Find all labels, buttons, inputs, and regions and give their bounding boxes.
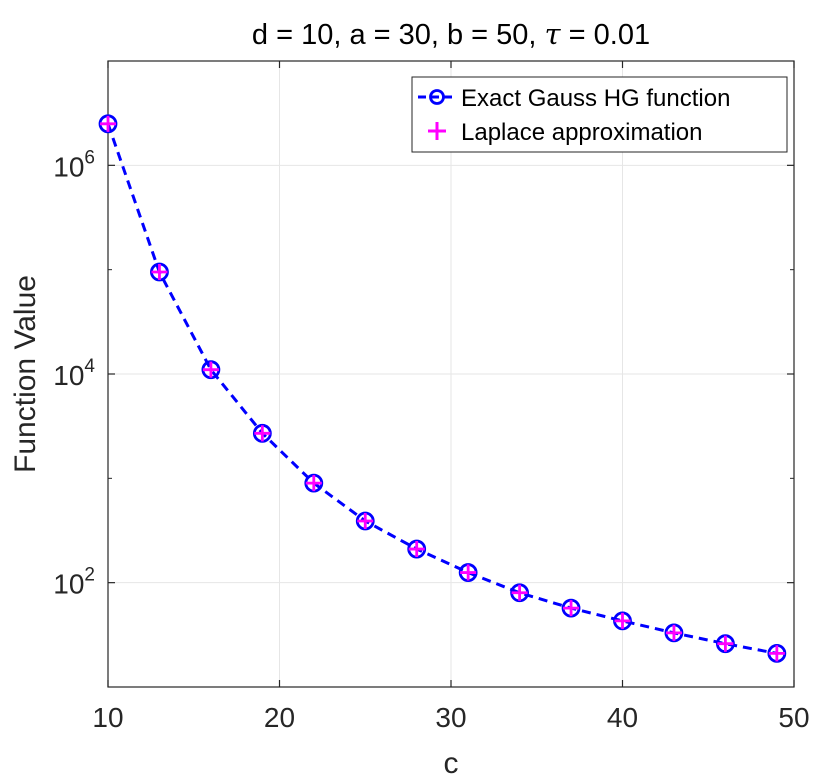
data-point-plus [511,584,528,601]
series [98,114,787,663]
data-point-plus [717,635,734,652]
title-tau-symbol: τ [545,17,562,51]
y-tick-label: 102 [53,565,95,600]
x-axis-label: c [444,747,459,780]
x-tick-label: 30 [435,702,466,733]
data-point-plus [460,564,477,581]
x-tick-label: 10 [92,702,123,733]
x-tick-label: 40 [607,702,638,733]
chart-title: d = 10, a = 30, b = 50, τ = 0.01 [252,17,650,51]
data-point-plus [665,624,682,641]
y-tick-base: 10 [53,360,84,391]
data-point-plus [202,361,219,378]
data-point-plus [408,541,425,558]
data-point-plus [563,600,580,617]
data-point-plus [100,115,116,132]
data-point-plus [357,512,374,529]
y-axis-label: Function Value [9,275,42,473]
y-tick-label: 106 [53,147,95,182]
series-laplace [100,115,785,662]
data-point-plus [151,263,168,280]
title-prefix: d = 10, a = 30, b = 50, [252,19,545,51]
data-point-plus [305,475,322,492]
y-tick-label: 104 [53,356,95,391]
y-tick-exponent: 6 [84,147,95,168]
y-tick-exponent: 2 [84,565,95,586]
x-tick-label: 50 [778,702,809,733]
data-point-plus [614,612,631,629]
series-line [106,123,778,655]
data-point-plus [254,425,271,442]
legend: Exact Gauss HG function Laplace approxim… [411,76,788,153]
y-tick-exponent: 4 [84,356,95,377]
legend-exact-marker [429,89,445,105]
title-suffix: = 0.01 [561,19,651,51]
x-tick-label: 20 [264,702,295,733]
legend-box [411,76,788,153]
legend-laplace-label: Laplace approximation [461,119,703,146]
y-tick-base: 10 [53,151,84,182]
data-point-plus [768,645,785,662]
legend-exact-label: Exact Gauss HG function [461,85,730,112]
y-tick-base: 10 [53,569,84,600]
